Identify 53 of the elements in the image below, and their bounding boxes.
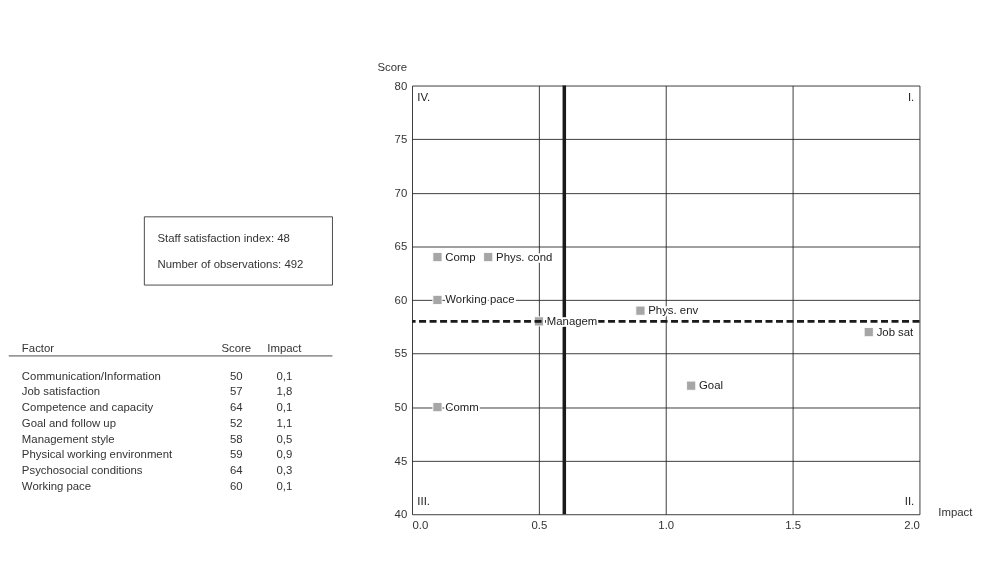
annotation: Goal <box>699 379 724 392</box>
x-axis-title: Impact <box>938 506 974 519</box>
text: 1,1 <box>276 416 293 429</box>
text: 57 <box>229 385 243 398</box>
x-tick-label: 1.5 <box>785 518 801 531</box>
x-tick-label: 2.0 <box>904 518 920 531</box>
annotation: Comm <box>445 400 479 413</box>
y-tick-label: 60 <box>394 293 408 306</box>
text: 0,3 <box>276 464 293 477</box>
x-tick-label: 0.5 <box>531 518 548 531</box>
y-tick-label: 65 <box>394 240 408 253</box>
annotation: Comp <box>445 250 476 263</box>
text: 50 <box>229 369 243 382</box>
x-tick-label: 1.0 <box>658 518 675 531</box>
annotation: Job sat <box>876 325 915 338</box>
text: 0,5 <box>276 432 293 445</box>
text: 0,9 <box>276 448 293 461</box>
y-axis-title: Score <box>377 61 408 74</box>
text: Impact <box>267 341 303 354</box>
text: 60 <box>229 479 243 492</box>
y-tick-label: 45 <box>394 454 408 467</box>
text: Number of observations: 492 <box>157 258 304 271</box>
annotation: II. <box>904 494 915 507</box>
text: 64 <box>229 464 243 477</box>
y-tick-label: 55 <box>394 347 408 360</box>
text: Job satisfaction <box>21 385 101 398</box>
text: Staff satisfaction index: 48 <box>157 232 290 245</box>
annotation: I. <box>907 91 915 104</box>
annotation: IV. <box>417 91 431 104</box>
text: Competence and capacity <box>21 401 154 414</box>
text: Psychosocial conditions <box>21 464 143 477</box>
text: 0,1 <box>276 479 293 492</box>
y-tick-label: 50 <box>394 401 408 414</box>
text: 0,1 <box>276 401 293 414</box>
text: Goal and follow up <box>21 416 116 429</box>
text: Communication/Information <box>21 369 161 382</box>
y-tick-label: 80 <box>394 79 408 92</box>
text: Score <box>221 341 252 354</box>
text: 58 <box>229 432 243 445</box>
y-tick-label: 75 <box>394 133 408 146</box>
text: 1,8 <box>276 385 293 398</box>
text: 59 <box>229 448 243 461</box>
text: Factor <box>21 341 55 354</box>
text: Physical working environment <box>21 448 173 461</box>
text: Working pace <box>21 479 92 492</box>
text: 52 <box>229 416 243 429</box>
annotation: III. <box>417 494 430 507</box>
text: 0,1 <box>276 369 293 382</box>
y-tick-label: 70 <box>394 186 408 199</box>
text: 64 <box>229 401 243 414</box>
text: Management style <box>21 432 115 445</box>
x-tick-label: 0.0 <box>412 518 429 531</box>
y-tick-label: 40 <box>394 508 408 521</box>
